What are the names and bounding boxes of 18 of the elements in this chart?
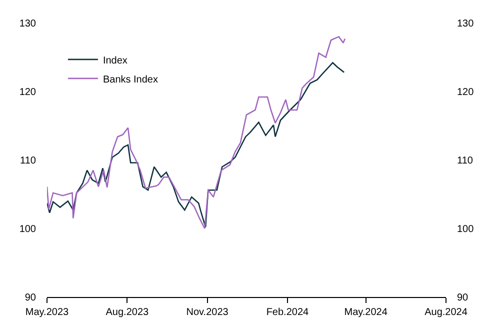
y-tick-label: 130 — [19, 18, 36, 30]
x-tick-label: Aug.2023 — [106, 307, 149, 318]
y2-tick-label: 110 — [457, 156, 474, 166]
x-tick-label: May.2023 — [25, 307, 70, 318]
y2-tick-label: 90 — [457, 292, 469, 304]
x-tick-label: Feb.2024 — [266, 307, 310, 318]
y-tick-label: 120 — [19, 87, 36, 98]
x-tick-label: Nov.2023 — [186, 307, 229, 318]
y-tick-label: 90 — [24, 292, 36, 304]
y2-tick-label: 100 — [457, 224, 474, 235]
legend-label: Index — [102, 55, 128, 66]
y-tick-label: 100 — [19, 224, 36, 235]
y2-tick-label: 130 — [457, 18, 474, 30]
y2-tick-label: 120 — [457, 87, 474, 98]
y-tick-label: 110 — [20, 156, 36, 166]
legend-label: Banks Index — [102, 74, 158, 86]
x-tick-label: Aug.2024 — [424, 307, 468, 318]
x-tick-label: May.2024 — [344, 307, 388, 318]
